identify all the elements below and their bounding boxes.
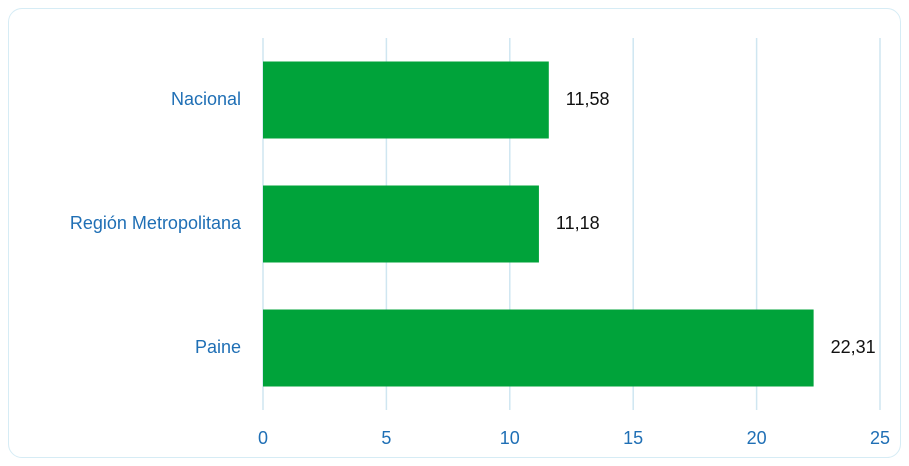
x-tick-label-25: 25	[870, 428, 890, 448]
category-label-2: Paine	[195, 337, 241, 357]
x-tick-labels: 0 5 10 15 20 25	[258, 428, 890, 448]
value-labels: 11,58 11,18 22,31	[556, 89, 876, 357]
bars	[263, 61, 814, 387]
value-label-2: 22,31	[831, 337, 876, 357]
bar-1	[263, 185, 539, 263]
value-label-0: 11,58	[566, 89, 610, 109]
category-labels: Nacional Región Metropolitana Paine	[70, 89, 242, 357]
category-label-0: Nacional	[171, 89, 241, 109]
x-tick-label-10: 10	[500, 428, 520, 448]
x-tick-label-0: 0	[258, 428, 268, 448]
category-label-1: Región Metropolitana	[70, 213, 242, 233]
x-tick-label-20: 20	[747, 428, 767, 448]
x-tick-label-5: 5	[381, 428, 391, 448]
bar-0	[263, 61, 549, 139]
bar-2	[263, 309, 814, 387]
value-label-1: 11,18	[556, 213, 600, 233]
x-tick-label-15: 15	[623, 428, 643, 448]
